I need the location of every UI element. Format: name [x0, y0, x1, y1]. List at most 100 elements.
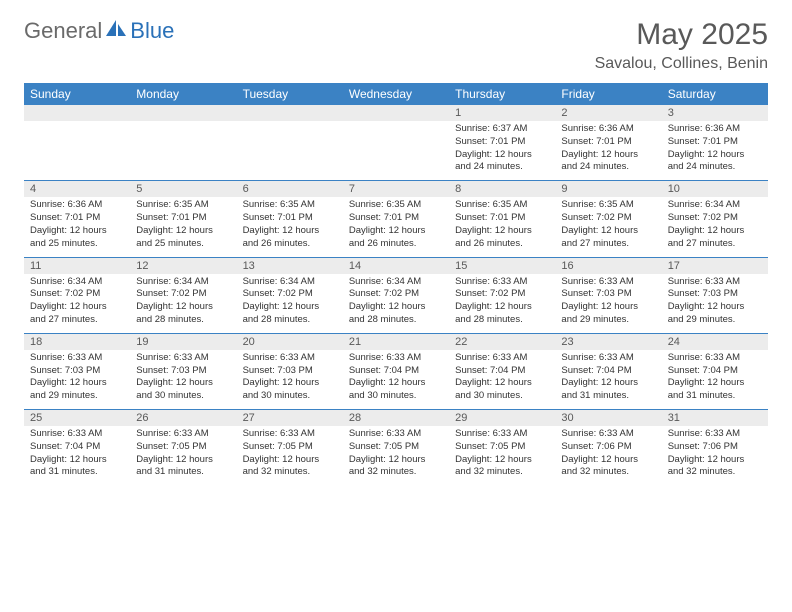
day-cell-detail	[130, 121, 236, 181]
day-cell-num: 28	[343, 410, 449, 427]
day-cell-num: 17	[662, 257, 768, 274]
day-detail-text: Sunrise: 6:34 AMSunset: 7:02 PMDaylight:…	[662, 197, 768, 256]
day-number: 2	[555, 105, 661, 121]
week-detail-row: Sunrise: 6:36 AMSunset: 7:01 PMDaylight:…	[24, 197, 768, 257]
day-cell-detail: Sunrise: 6:33 AMSunset: 7:04 PMDaylight:…	[343, 350, 449, 410]
day-number: 22	[449, 334, 555, 350]
day-number: 16	[555, 258, 661, 274]
day-number: 21	[343, 334, 449, 350]
day-number: 25	[24, 410, 130, 426]
calendar-body: 123Sunrise: 6:37 AMSunset: 7:01 PMDaylig…	[24, 105, 768, 485]
day-detail-text: Sunrise: 6:33 AMSunset: 7:05 PMDaylight:…	[343, 426, 449, 485]
header: General Blue May 2025 Savalou, Collines,…	[24, 18, 768, 73]
logo: General Blue	[24, 18, 174, 44]
day-cell-detail: Sunrise: 6:33 AMSunset: 7:06 PMDaylight:…	[555, 426, 661, 485]
day-cell-num: 12	[130, 257, 236, 274]
day-cell-num: 1	[449, 105, 555, 121]
week-detail-row: Sunrise: 6:33 AMSunset: 7:04 PMDaylight:…	[24, 426, 768, 485]
calendar-table: Sunday Monday Tuesday Wednesday Thursday…	[24, 83, 768, 485]
day-cell-num: 25	[24, 410, 130, 427]
day-cell-num	[130, 105, 236, 121]
day-detail-text: Sunrise: 6:34 AMSunset: 7:02 PMDaylight:…	[130, 274, 236, 333]
day-cell-num: 4	[24, 181, 130, 198]
day-number: 17	[662, 258, 768, 274]
day-number: 20	[237, 334, 343, 350]
day-number: 15	[449, 258, 555, 274]
day-number: 11	[24, 258, 130, 274]
day-number: 13	[237, 258, 343, 274]
day-number: 27	[237, 410, 343, 426]
day-cell-detail: Sunrise: 6:34 AMSunset: 7:02 PMDaylight:…	[343, 274, 449, 334]
day-cell-num: 29	[449, 410, 555, 427]
day-detail-text: Sunrise: 6:35 AMSunset: 7:01 PMDaylight:…	[343, 197, 449, 256]
title-block: May 2025 Savalou, Collines, Benin	[595, 18, 768, 73]
day-cell-detail: Sunrise: 6:33 AMSunset: 7:04 PMDaylight:…	[662, 350, 768, 410]
logo-text-general: General	[24, 18, 102, 44]
day-number: 18	[24, 334, 130, 350]
day-cell-detail	[343, 121, 449, 181]
day-cell-num	[237, 105, 343, 121]
day-number: 1	[449, 105, 555, 121]
day-number: 26	[130, 410, 236, 426]
day-cell-detail: Sunrise: 6:34 AMSunset: 7:02 PMDaylight:…	[662, 197, 768, 257]
day-cell-num: 13	[237, 257, 343, 274]
day-detail-text: Sunrise: 6:33 AMSunset: 7:05 PMDaylight:…	[130, 426, 236, 485]
logo-sail-icon	[106, 20, 128, 43]
day-cell-detail: Sunrise: 6:33 AMSunset: 7:02 PMDaylight:…	[449, 274, 555, 334]
week-detail-row: Sunrise: 6:34 AMSunset: 7:02 PMDaylight:…	[24, 274, 768, 334]
day-cell-num: 16	[555, 257, 661, 274]
day-cell-num	[24, 105, 130, 121]
day-cell-detail: Sunrise: 6:36 AMSunset: 7:01 PMDaylight:…	[555, 121, 661, 181]
day-cell-detail: Sunrise: 6:33 AMSunset: 7:06 PMDaylight:…	[662, 426, 768, 485]
day-cell-detail: Sunrise: 6:33 AMSunset: 7:03 PMDaylight:…	[237, 350, 343, 410]
day-cell-num: 11	[24, 257, 130, 274]
day-cell-detail: Sunrise: 6:33 AMSunset: 7:04 PMDaylight:…	[449, 350, 555, 410]
day-number: 8	[449, 181, 555, 197]
day-number: 10	[662, 181, 768, 197]
day-detail-text: Sunrise: 6:35 AMSunset: 7:02 PMDaylight:…	[555, 197, 661, 256]
day-cell-num: 8	[449, 181, 555, 198]
day-number: 14	[343, 258, 449, 274]
day-cell-num: 24	[662, 333, 768, 350]
day-cell-detail: Sunrise: 6:36 AMSunset: 7:01 PMDaylight:…	[24, 197, 130, 257]
day-cell-detail: Sunrise: 6:33 AMSunset: 7:03 PMDaylight:…	[555, 274, 661, 334]
day-cell-detail: Sunrise: 6:35 AMSunset: 7:01 PMDaylight:…	[130, 197, 236, 257]
day-cell-num: 5	[130, 181, 236, 198]
day-cell-detail: Sunrise: 6:33 AMSunset: 7:05 PMDaylight:…	[343, 426, 449, 485]
week-daynum-row: 123	[24, 105, 768, 121]
day-detail-text: Sunrise: 6:33 AMSunset: 7:05 PMDaylight:…	[449, 426, 555, 485]
day-cell-num: 6	[237, 181, 343, 198]
day-header: Thursday	[449, 83, 555, 105]
day-cell-num: 2	[555, 105, 661, 121]
day-cell-detail: Sunrise: 6:34 AMSunset: 7:02 PMDaylight:…	[130, 274, 236, 334]
day-number: 12	[130, 258, 236, 274]
day-header: Monday	[130, 83, 236, 105]
day-number: 28	[343, 410, 449, 426]
day-cell-num: 15	[449, 257, 555, 274]
day-cell-num: 27	[237, 410, 343, 427]
day-cell-num: 9	[555, 181, 661, 198]
day-detail-text: Sunrise: 6:35 AMSunset: 7:01 PMDaylight:…	[130, 197, 236, 256]
day-number: 19	[130, 334, 236, 350]
day-cell-num: 31	[662, 410, 768, 427]
week-daynum-row: 25262728293031	[24, 410, 768, 427]
day-detail-text: Sunrise: 6:33 AMSunset: 7:04 PMDaylight:…	[449, 350, 555, 409]
day-cell-detail: Sunrise: 6:33 AMSunset: 7:04 PMDaylight:…	[555, 350, 661, 410]
day-detail-text: Sunrise: 6:33 AMSunset: 7:05 PMDaylight:…	[237, 426, 343, 485]
day-cell-detail: Sunrise: 6:37 AMSunset: 7:01 PMDaylight:…	[449, 121, 555, 181]
day-number: 6	[237, 181, 343, 197]
day-cell-num: 7	[343, 181, 449, 198]
day-cell-detail: Sunrise: 6:36 AMSunset: 7:01 PMDaylight:…	[662, 121, 768, 181]
day-cell-num: 20	[237, 333, 343, 350]
day-cell-detail: Sunrise: 6:33 AMSunset: 7:03 PMDaylight:…	[130, 350, 236, 410]
week-daynum-row: 11121314151617	[24, 257, 768, 274]
day-detail-text: Sunrise: 6:35 AMSunset: 7:01 PMDaylight:…	[449, 197, 555, 256]
day-cell-detail: Sunrise: 6:35 AMSunset: 7:02 PMDaylight:…	[555, 197, 661, 257]
day-number: 7	[343, 181, 449, 197]
day-detail-text: Sunrise: 6:33 AMSunset: 7:03 PMDaylight:…	[555, 274, 661, 333]
day-cell-detail: Sunrise: 6:35 AMSunset: 7:01 PMDaylight:…	[449, 197, 555, 257]
day-cell-detail	[237, 121, 343, 181]
day-detail-text: Sunrise: 6:33 AMSunset: 7:06 PMDaylight:…	[555, 426, 661, 485]
day-cell-num: 26	[130, 410, 236, 427]
logo-text-blue: Blue	[130, 18, 174, 44]
